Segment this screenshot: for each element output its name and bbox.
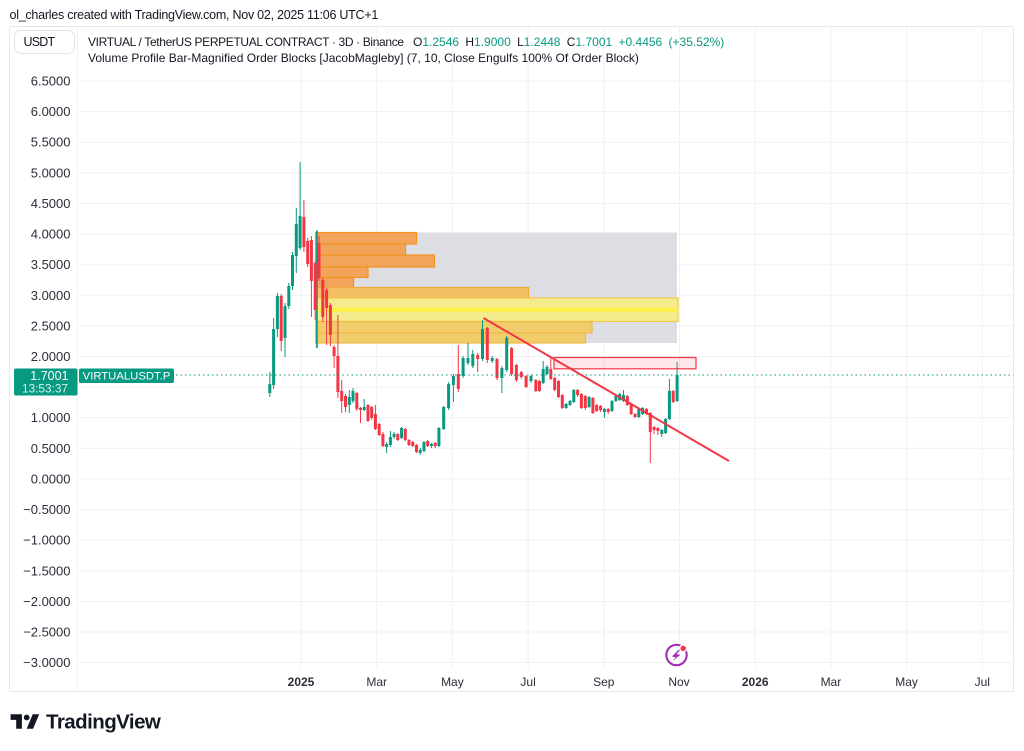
svg-text:Sep: Sep [593, 675, 615, 689]
svg-text:4.0000: 4.0000 [31, 227, 71, 242]
svg-text:Jul: Jul [975, 675, 990, 689]
svg-text:Mar: Mar [366, 675, 387, 689]
svg-text:−0.5000: −0.5000 [23, 502, 70, 517]
svg-text:Nov: Nov [668, 675, 689, 689]
svg-text:1.0000: 1.0000 [31, 410, 71, 425]
svg-text:−2.0000: −2.0000 [23, 594, 70, 609]
svg-text:TradingView: TradingView [46, 711, 161, 734]
svg-text:0.5000: 0.5000 [31, 441, 71, 456]
svg-text:5.5000: 5.5000 [31, 135, 71, 150]
svg-text:5.0000: 5.0000 [31, 165, 71, 180]
svg-text:3.5000: 3.5000 [31, 257, 71, 272]
svg-text:13:53:37: 13:53:37 [22, 381, 68, 395]
svg-text:May: May [895, 675, 918, 689]
svg-text:2.5000: 2.5000 [31, 318, 71, 333]
svg-text:3.0000: 3.0000 [31, 288, 71, 303]
svg-text:Jul: Jul [520, 675, 535, 689]
svg-text:−1.0000: −1.0000 [23, 533, 70, 548]
svg-text:VIRTUALUSDT.P: VIRTUALUSDT.P [83, 370, 171, 382]
svg-text:2025: 2025 [288, 675, 315, 689]
svg-text:2.0000: 2.0000 [31, 349, 71, 364]
svg-text:−3.0000: −3.0000 [23, 655, 70, 670]
svg-text:−1.5000: −1.5000 [23, 563, 70, 578]
svg-text:May: May [441, 675, 464, 689]
svg-text:1.7001: 1.7001 [30, 369, 68, 383]
svg-text:4.5000: 4.5000 [31, 196, 71, 211]
svg-text:−2.5000: −2.5000 [23, 625, 70, 640]
svg-text:2026: 2026 [742, 675, 769, 689]
svg-text:6.5000: 6.5000 [31, 74, 71, 89]
svg-text:6.0000: 6.0000 [31, 104, 71, 119]
svg-text:Mar: Mar [821, 675, 842, 689]
svg-text:0.0000: 0.0000 [31, 471, 71, 486]
